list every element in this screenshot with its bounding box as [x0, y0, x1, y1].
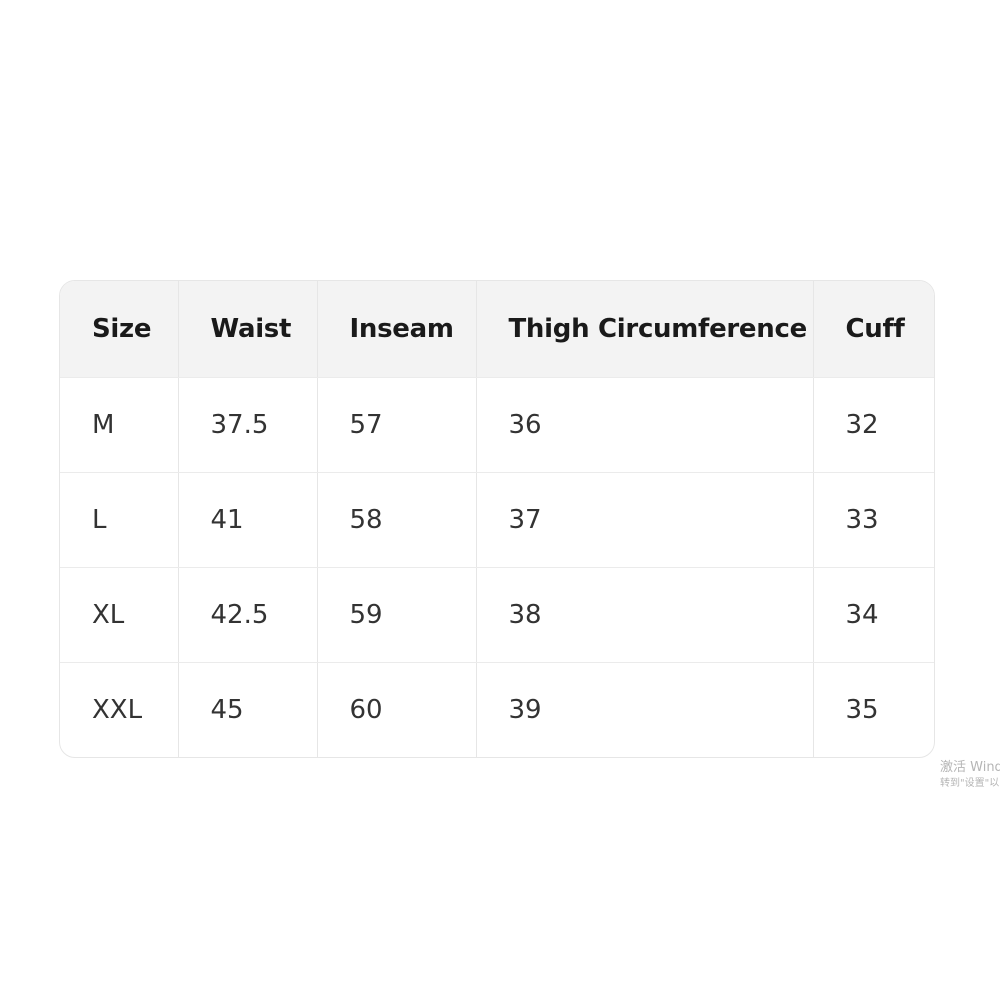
cell-cuff: 34: [813, 567, 934, 663]
cell-cuff: 33: [813, 472, 934, 568]
header-waist: Waist: [178, 281, 318, 378]
cell-inseam: 60: [317, 662, 477, 757]
cell-thigh: 39: [476, 662, 814, 757]
cell-inseam: 58: [317, 472, 477, 568]
table-row: XXL 45 60 39 35: [60, 662, 934, 757]
activation-watermark-title: 激活 Wind: [940, 760, 1000, 775]
header-thigh: Thigh Circumference: [476, 281, 814, 378]
cell-inseam: 57: [317, 377, 477, 473]
cell-size: M: [60, 377, 179, 473]
header-cuff: Cuff: [813, 281, 934, 378]
size-chart-table: Size Waist Inseam Thigh Circumference Cu…: [59, 280, 935, 758]
table-row: L 41 58 37 33: [60, 472, 934, 568]
table-row: XL 42.5 59 38 34: [60, 567, 934, 663]
cell-size: L: [60, 472, 179, 568]
header-inseam: Inseam: [317, 281, 477, 378]
cell-waist: 41: [178, 472, 318, 568]
cell-size: XL: [60, 567, 179, 663]
cell-size: XXL: [60, 662, 179, 757]
cell-cuff: 35: [845, 695, 879, 725]
cell-waist: 37.5: [178, 377, 318, 473]
table-header-row: Size Waist Inseam Thigh Circumference Cu…: [60, 281, 934, 378]
cell-waist: 45: [178, 662, 318, 757]
cell-thigh: 37: [476, 472, 814, 568]
cell-waist: 42.5: [178, 567, 318, 663]
cell-inseam: 59: [317, 567, 477, 663]
cell-thigh: 38: [476, 567, 814, 663]
cell-thigh: 36: [476, 377, 814, 473]
cell-cuff: 32: [813, 377, 934, 473]
table-row: M 37.5 57 36 32: [60, 377, 934, 473]
activation-watermark-subtitle: 转到"设置"以: [940, 778, 1000, 789]
header-size: Size: [60, 281, 179, 378]
